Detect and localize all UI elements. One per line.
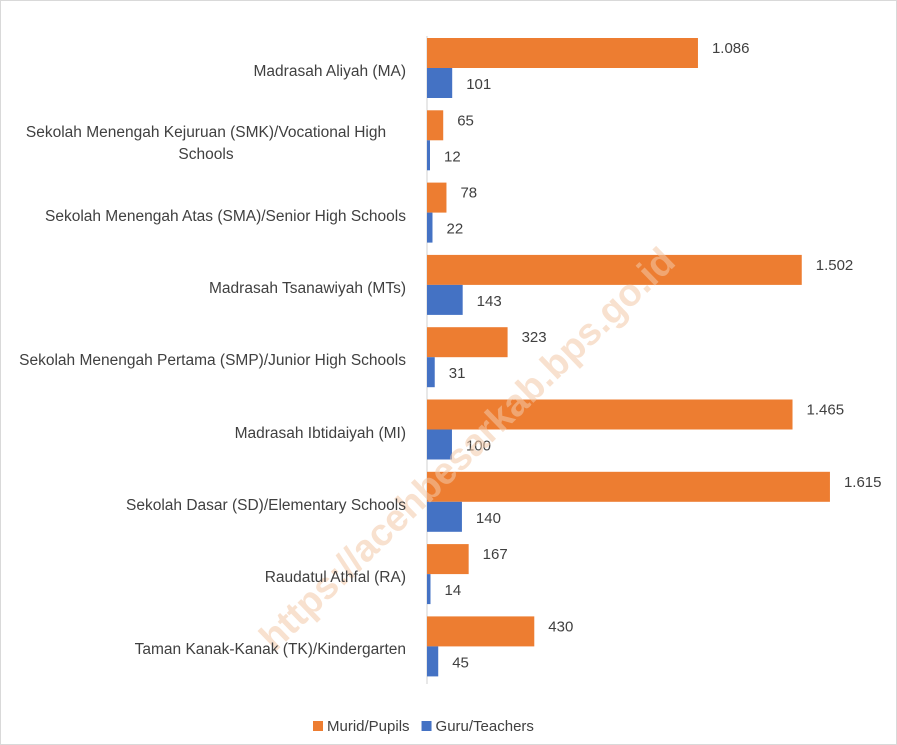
category-text: Sekolah Menengah Atas (SMA)/Senior High … bbox=[44, 207, 406, 225]
category-label: Madrasah Ibtidaiyah (MI) bbox=[6, 398, 406, 470]
value-label: 1.615 bbox=[844, 474, 882, 491]
value-label: 143 bbox=[477, 293, 502, 310]
category-text: Sekolah Menengah Kejuruan (SMK)/Vocation… bbox=[25, 124, 387, 164]
value-label: 22 bbox=[446, 221, 463, 238]
category-text: Raudatul Athfal (RA) bbox=[264, 569, 406, 587]
bar bbox=[427, 399, 793, 430]
bar bbox=[427, 574, 431, 605]
category-label: Sekolah Dasar (SD)/Elementary Schools bbox=[6, 470, 406, 542]
bar bbox=[427, 429, 452, 460]
legend-swatch bbox=[421, 721, 432, 731]
bar bbox=[427, 182, 447, 213]
bar bbox=[427, 38, 698, 68]
category-label: Madrasah Tsanawiyah (MTs) bbox=[6, 253, 406, 325]
bar bbox=[427, 471, 830, 502]
value-label: 140 bbox=[476, 510, 501, 527]
category-text: Sekolah Dasar (SD)/Elementary Schools bbox=[126, 496, 406, 514]
category-label: Raudatul Athfal (RA) bbox=[6, 542, 406, 614]
bar bbox=[427, 646, 439, 677]
category-label: Sekolah Menengah Pertama (SMP)/Junior Hi… bbox=[6, 325, 406, 397]
value-label: 430 bbox=[548, 618, 573, 635]
value-label: 323 bbox=[522, 329, 547, 346]
category-label: Sekolah Menengah Atas (SMA)/Senior High … bbox=[6, 181, 406, 253]
value-label: 167 bbox=[483, 546, 508, 563]
legend-label: Murid/Pupils bbox=[327, 718, 410, 735]
bar bbox=[427, 544, 469, 575]
category-text: Madrasah Ibtidaiyah (MI) bbox=[234, 424, 406, 442]
bar bbox=[427, 284, 463, 315]
value-label: 1.465 bbox=[807, 401, 845, 418]
value-label: 31 bbox=[449, 365, 466, 382]
bar bbox=[427, 68, 453, 98]
bar bbox=[427, 616, 535, 647]
value-label: 65 bbox=[457, 112, 474, 129]
legend-swatch bbox=[313, 721, 323, 731]
bar bbox=[427, 327, 508, 358]
legend-label: Guru/Teachers bbox=[436, 718, 534, 735]
value-label: 101 bbox=[466, 76, 491, 93]
bar bbox=[427, 254, 802, 285]
value-label: 100 bbox=[466, 437, 491, 454]
category-label: Sekolah Menengah Kejuruan (SMK)/Vocation… bbox=[6, 108, 406, 180]
value-label: 14 bbox=[444, 582, 461, 599]
category-text: Taman Kanak-Kanak (TK)/Kindergarten bbox=[134, 641, 406, 659]
value-label: 78 bbox=[460, 185, 477, 202]
bar bbox=[427, 110, 444, 141]
bar bbox=[427, 140, 430, 171]
category-text: Madrasah Tsanawiyah (MTs) bbox=[209, 279, 406, 297]
bar bbox=[427, 501, 462, 532]
category-label: Madrasah Aliyah (MA) bbox=[6, 36, 406, 108]
category-text: Madrasah Aliyah (MA) bbox=[253, 63, 406, 80]
value-label: 1.502 bbox=[816, 257, 854, 274]
bar bbox=[427, 357, 435, 388]
value-label: 1.086 bbox=[712, 40, 750, 57]
value-label: 12 bbox=[444, 148, 461, 165]
category-text: Sekolah Menengah Pertama (SMP)/Junior Hi… bbox=[19, 352, 406, 370]
bar bbox=[427, 212, 433, 243]
category-label: Taman Kanak-Kanak (TK)/Kindergarten bbox=[6, 614, 406, 686]
value-label: 45 bbox=[452, 654, 469, 671]
